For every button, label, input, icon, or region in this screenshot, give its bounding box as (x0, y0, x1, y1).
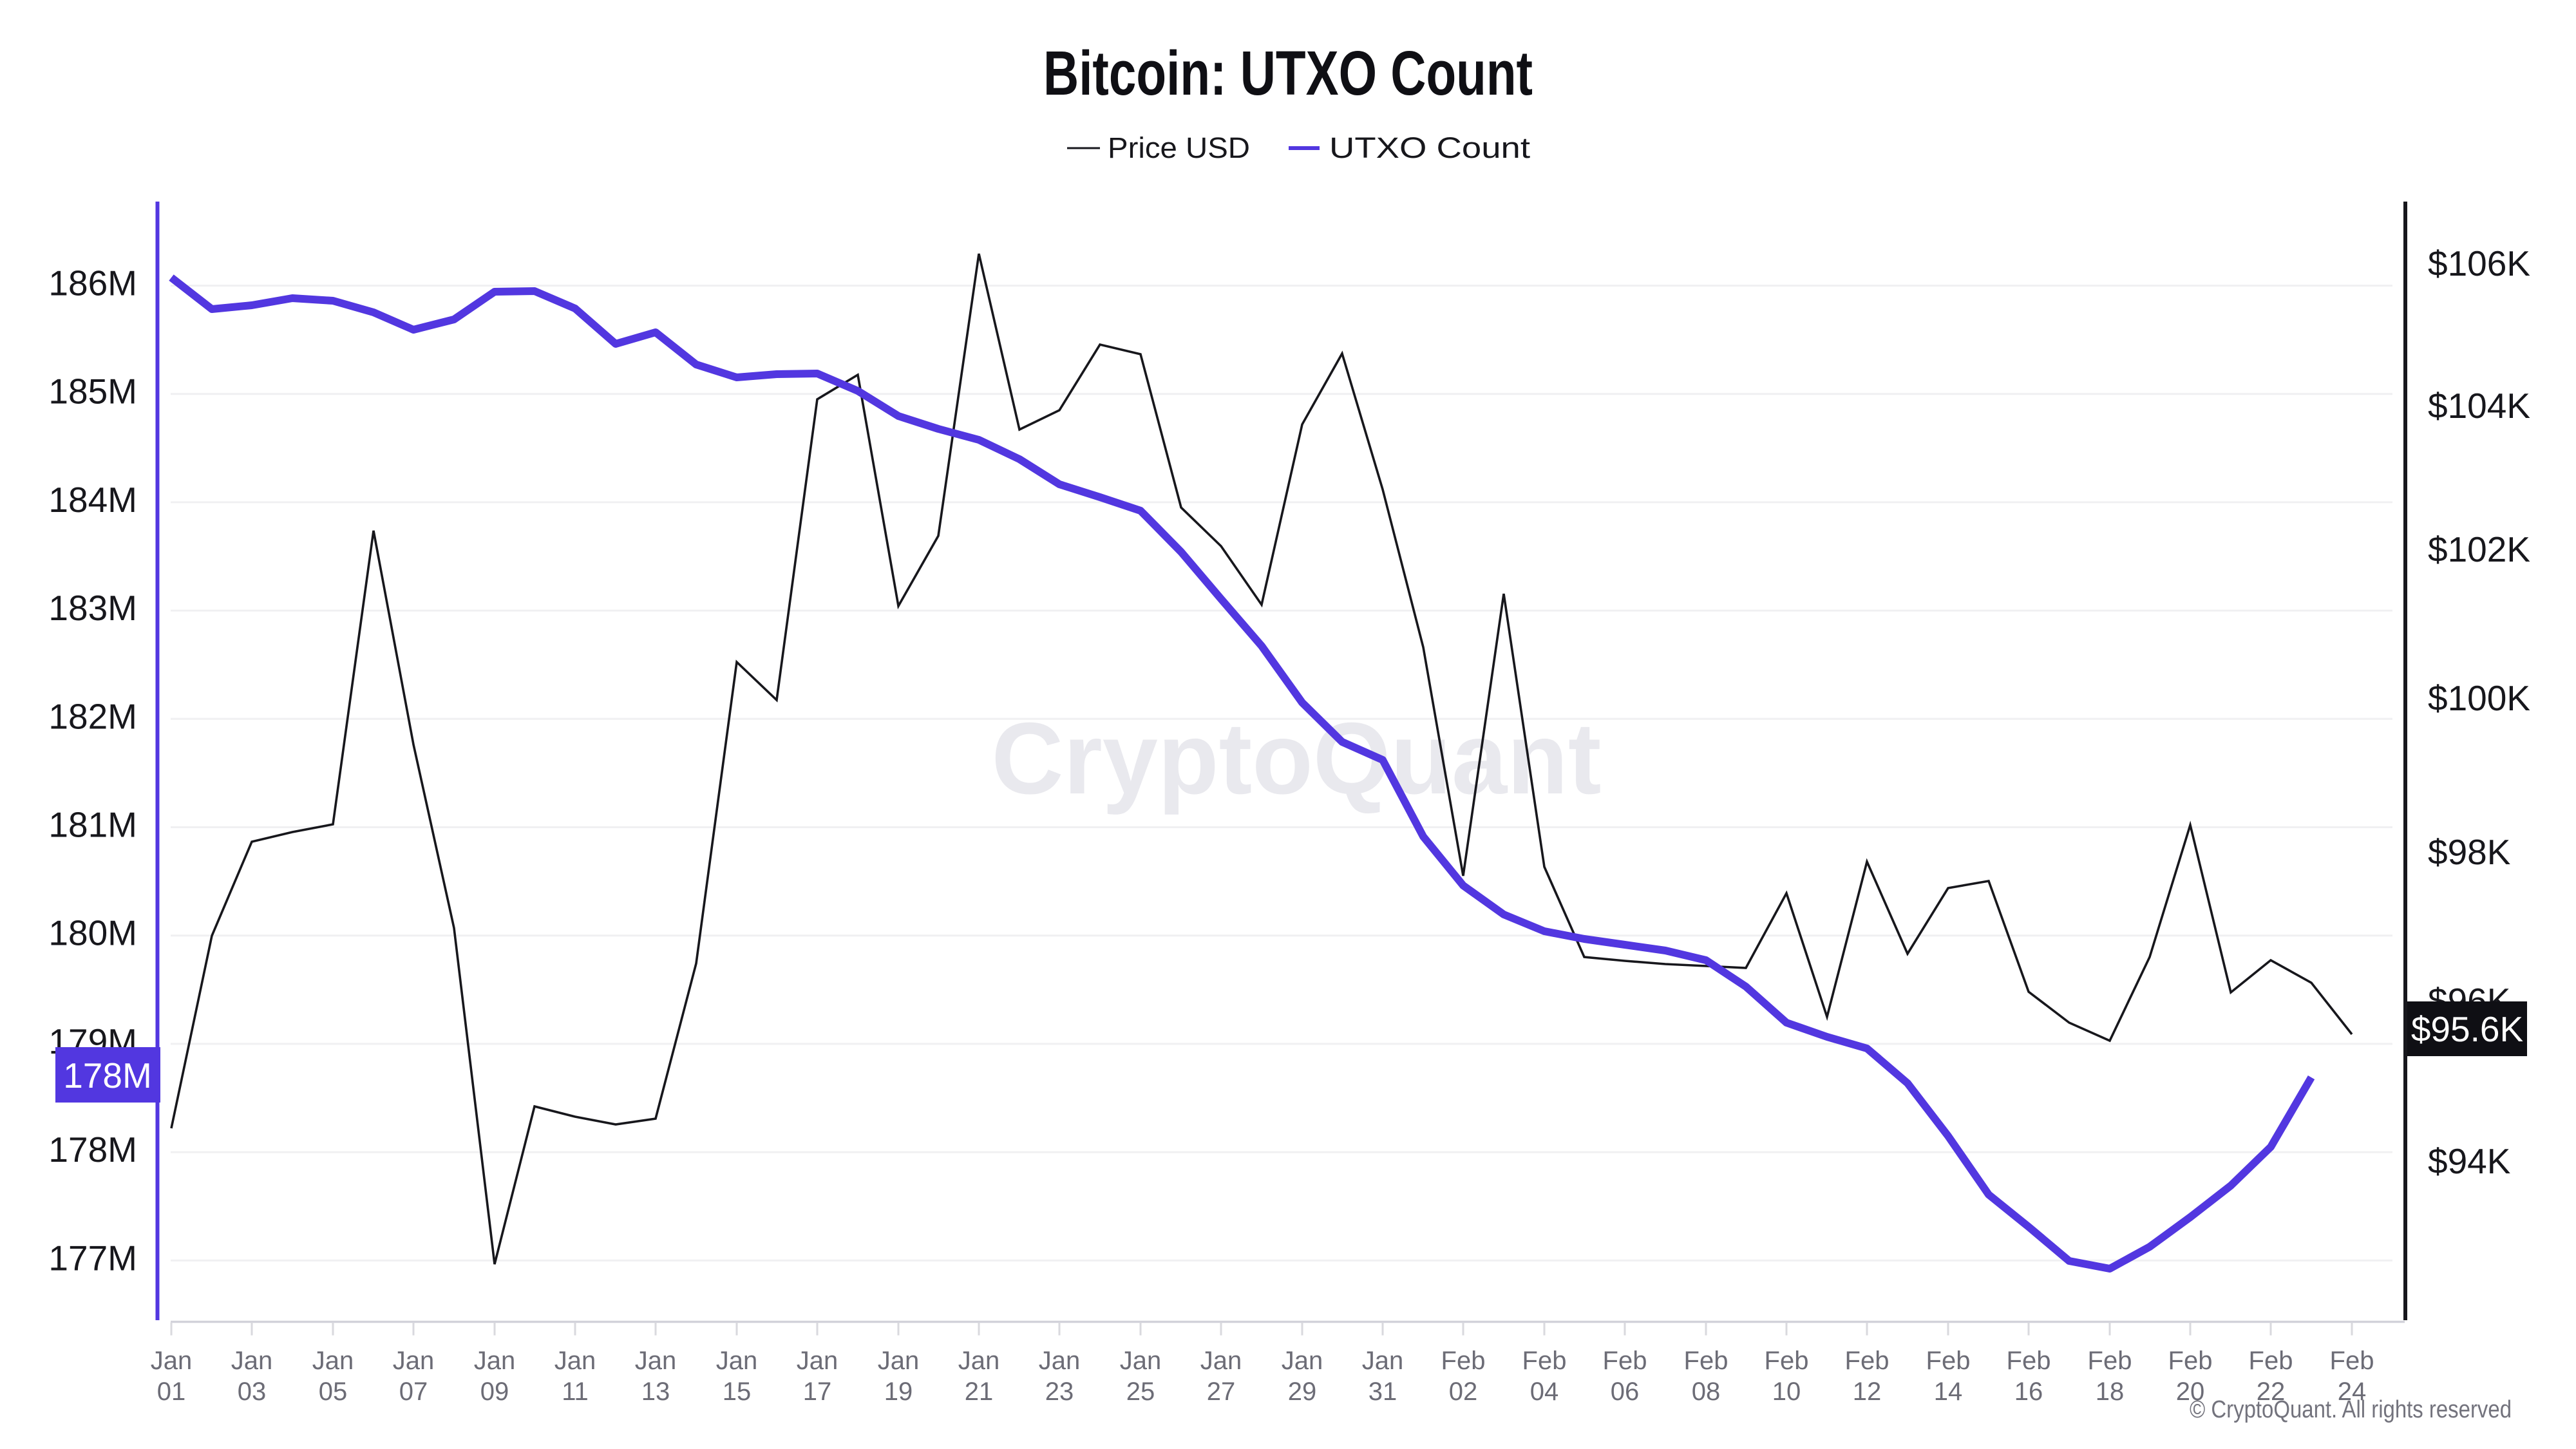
svg-text:20: 20 (2176, 1378, 2205, 1406)
svg-text:© CryptoQuant. All rights rese: © CryptoQuant. All rights reserved (2190, 1396, 2512, 1423)
svg-text:10: 10 (1772, 1378, 1801, 1406)
svg-text:Bitcoin: UTXO Count: Bitcoin: UTXO Count (1043, 38, 1533, 108)
svg-text:CryptoQuant: CryptoQuant (992, 702, 1602, 815)
svg-text:07: 07 (399, 1378, 428, 1406)
svg-text:24: 24 (2338, 1378, 2367, 1406)
svg-text:Feb: Feb (1522, 1347, 1567, 1375)
svg-text:Jan: Jan (797, 1347, 838, 1375)
svg-text:27: 27 (1207, 1378, 1236, 1406)
svg-text:Feb: Feb (1765, 1347, 1809, 1375)
svg-text:Feb: Feb (1926, 1347, 1971, 1375)
svg-text:16: 16 (2014, 1378, 2043, 1406)
svg-text:18: 18 (2096, 1378, 2125, 1406)
svg-text:11: 11 (562, 1378, 589, 1406)
svg-text:Jan: Jan (1120, 1347, 1162, 1375)
svg-text:19: 19 (884, 1378, 913, 1406)
svg-text:UTXO Count: UTXO Count (1329, 131, 1531, 164)
svg-text:Feb: Feb (1845, 1347, 1889, 1375)
svg-text:Jan: Jan (1200, 1347, 1242, 1375)
svg-text:$100K: $100K (2428, 678, 2530, 718)
svg-text:Jan: Jan (393, 1347, 435, 1375)
svg-text:06: 06 (1611, 1378, 1640, 1406)
svg-text:$95.6K: $95.6K (2411, 1009, 2524, 1049)
svg-text:15: 15 (723, 1378, 752, 1406)
svg-text:09: 09 (480, 1378, 509, 1406)
svg-text:Feb: Feb (2088, 1347, 2132, 1375)
svg-text:12: 12 (1853, 1378, 1882, 1406)
svg-text:Feb: Feb (2330, 1347, 2374, 1375)
svg-text:$104K: $104K (2428, 386, 2530, 426)
svg-text:23: 23 (1045, 1378, 1074, 1406)
svg-text:Jan: Jan (231, 1347, 273, 1375)
svg-text:25: 25 (1126, 1378, 1155, 1406)
svg-text:Feb: Feb (2249, 1347, 2293, 1375)
svg-text:178M: 178M (63, 1056, 152, 1095)
svg-text:Jan: Jan (1362, 1347, 1404, 1375)
svg-text:Jan: Jan (474, 1347, 516, 1375)
svg-text:Jan: Jan (716, 1347, 758, 1375)
svg-text:177M: 177M (48, 1238, 137, 1278)
svg-text:184M: 184M (48, 480, 137, 520)
svg-text:Feb: Feb (1441, 1347, 1486, 1375)
svg-text:29: 29 (1288, 1378, 1317, 1406)
svg-text:$98K: $98K (2428, 832, 2511, 872)
svg-text:02: 02 (1449, 1378, 1478, 1406)
svg-text:Jan: Jan (1039, 1347, 1081, 1375)
svg-text:03: 03 (238, 1378, 267, 1406)
svg-text:Jan: Jan (1282, 1347, 1323, 1375)
svg-text:$102K: $102K (2428, 529, 2530, 569)
svg-text:182M: 182M (48, 696, 137, 736)
svg-text:Feb: Feb (2168, 1347, 2213, 1375)
svg-text:17: 17 (803, 1378, 832, 1406)
svg-text:05: 05 (319, 1378, 348, 1406)
svg-text:Feb: Feb (2007, 1347, 2051, 1375)
svg-text:Jan: Jan (958, 1347, 1000, 1375)
svg-text:21: 21 (965, 1378, 994, 1406)
svg-text:183M: 183M (48, 588, 137, 628)
svg-text:$106K: $106K (2428, 243, 2530, 283)
svg-text:04: 04 (1530, 1378, 1559, 1406)
svg-text:$94K: $94K (2428, 1141, 2511, 1181)
svg-text:178M: 178M (48, 1130, 137, 1170)
svg-text:22: 22 (2257, 1378, 2286, 1406)
svg-text:01: 01 (157, 1378, 186, 1406)
svg-text:186M: 186M (48, 263, 137, 303)
svg-text:Feb: Feb (1603, 1347, 1647, 1375)
svg-text:31: 31 (1368, 1378, 1397, 1406)
svg-text:08: 08 (1692, 1378, 1721, 1406)
svg-text:185M: 185M (48, 372, 137, 412)
svg-text:Jan: Jan (312, 1347, 354, 1375)
svg-text:Jan: Jan (878, 1347, 920, 1375)
svg-text:13: 13 (641, 1378, 670, 1406)
svg-text:14: 14 (1934, 1378, 1963, 1406)
svg-text:Jan: Jan (554, 1347, 596, 1375)
svg-text:Jan: Jan (151, 1347, 193, 1375)
svg-text:180M: 180M (48, 913, 137, 953)
svg-text:181M: 181M (48, 805, 137, 845)
svg-text:Jan: Jan (635, 1347, 677, 1375)
svg-text:Price USD: Price USD (1108, 131, 1250, 164)
svg-text:Feb: Feb (1684, 1347, 1728, 1375)
